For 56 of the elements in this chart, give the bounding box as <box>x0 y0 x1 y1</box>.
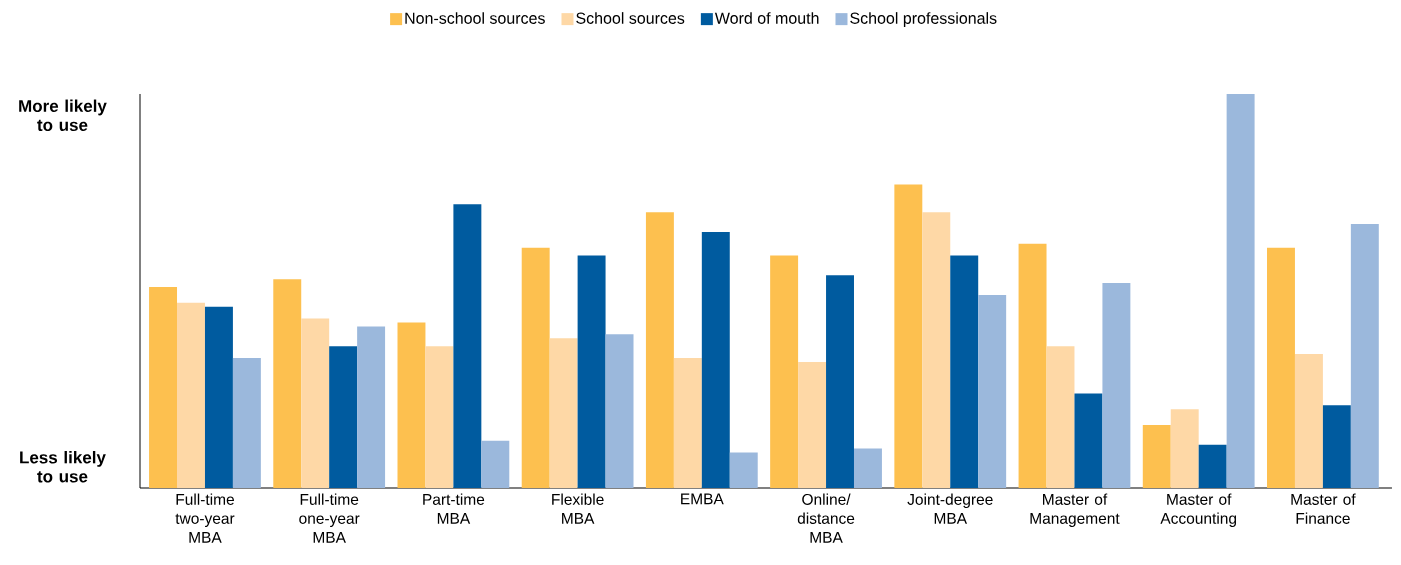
bar <box>605 334 634 488</box>
bar <box>922 212 951 488</box>
bar <box>729 452 758 488</box>
x-tick-label: Master of Accounting <box>1160 493 1237 527</box>
bar <box>701 231 730 488</box>
x-tick-label: Online/ distance MBA <box>797 493 855 543</box>
bar <box>1142 424 1171 488</box>
bar <box>645 212 674 488</box>
bar <box>521 247 550 488</box>
bar <box>1198 444 1227 488</box>
bar <box>894 184 923 488</box>
bar <box>950 255 979 488</box>
bar <box>204 306 233 488</box>
bar <box>481 440 510 488</box>
x-tick-label: Joint-degree MBA <box>907 493 993 524</box>
bar <box>1102 283 1131 488</box>
x-tick-label: Flexible MBA <box>552 493 604 524</box>
bar <box>1170 409 1199 488</box>
x-tick-label: Master of Finance <box>1291 493 1356 524</box>
bar <box>1226 94 1255 488</box>
bar <box>273 279 302 488</box>
bar <box>1294 354 1323 488</box>
bar <box>301 318 330 488</box>
bar <box>549 338 578 488</box>
x-tick-label: Master of Management <box>1030 493 1120 527</box>
x-tick-label: Full-time two-year MBA <box>175 493 235 543</box>
bar <box>357 326 386 488</box>
bar <box>329 346 358 488</box>
x-tick-label: Full-time one-year MBA <box>299 493 360 543</box>
bar <box>453 204 482 488</box>
x-tick-label: EMBA <box>681 493 724 505</box>
bar <box>232 357 261 488</box>
bar <box>826 275 854 488</box>
x-tick-label: Part-time MBA <box>423 493 485 524</box>
bar <box>577 255 606 488</box>
legend-label: School professionals <box>850 12 997 28</box>
bar <box>798 361 827 488</box>
legend-label: School sources <box>576 12 685 24</box>
bar <box>770 255 799 488</box>
legend-label: Non-school sources <box>405 12 545 24</box>
text: Less likely to use <box>20 450 106 483</box>
bar <box>177 302 205 488</box>
text: More likely to use <box>19 99 107 132</box>
bar <box>1046 346 1075 488</box>
bar <box>978 294 1007 488</box>
bar <box>853 448 882 488</box>
bar <box>149 287 178 488</box>
bar <box>397 322 426 488</box>
bar <box>1018 243 1047 488</box>
bar <box>1074 393 1103 488</box>
bar <box>425 346 454 488</box>
bar <box>673 357 702 488</box>
bar <box>1267 247 1295 488</box>
bar <box>1350 224 1379 488</box>
bar <box>1322 405 1351 488</box>
legend-label: Word of mouth <box>714 12 819 24</box>
